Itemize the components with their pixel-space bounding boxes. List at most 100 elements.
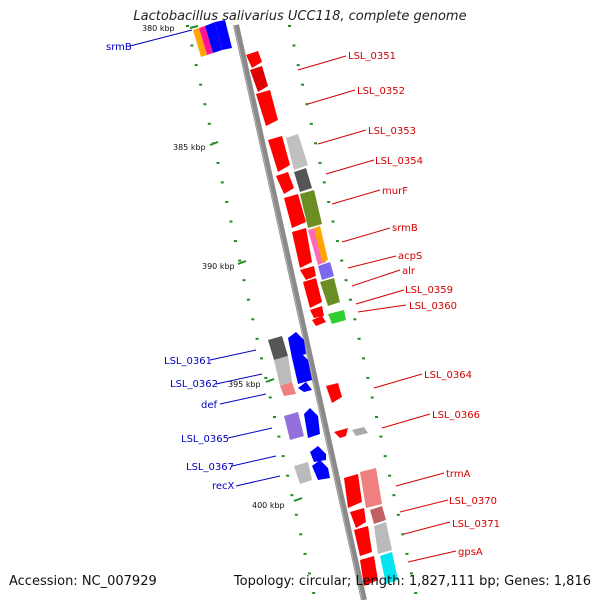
- ring-tick-mark: [396, 513, 400, 516]
- ring-tick-mark: [277, 435, 281, 438]
- gene-label-LSL_0371: LSL_0371: [452, 519, 500, 530]
- ring-tick-mark: [307, 572, 311, 575]
- gene-block-srmB-top[interactable]: [193, 20, 232, 57]
- ring-tick-mark: [331, 220, 335, 223]
- gene-label-LSL_0364: LSL_0364: [424, 370, 472, 381]
- ring-tick-mark: [309, 122, 313, 125]
- gene-label-LSL_0353: LSL_0353: [368, 126, 416, 137]
- ring-tick-mark: [370, 396, 374, 399]
- gene-label-LSL_0367: LSL_0367: [186, 462, 234, 473]
- ring-tick-mark: [225, 201, 229, 203]
- forward-genes[interactable]: [246, 51, 378, 586]
- gene-label-LSL_0366: LSL_0366: [432, 410, 480, 421]
- ring-tick-mark: [340, 259, 344, 262]
- ring-tick-mark: [305, 103, 309, 106]
- ring-tick-mark: [414, 592, 418, 594]
- ring-tick-mark: [379, 435, 383, 438]
- gene-label-LSL_0362: LSL_0362: [170, 379, 218, 390]
- gene-label-acpS: acpS: [398, 251, 422, 262]
- gene-label-def: def: [201, 400, 218, 411]
- gene-label-trmA: trmA: [446, 469, 471, 480]
- ring-tick-mark: [233, 240, 237, 243]
- ring-tick-mark: [264, 376, 268, 379]
- ring-tick-mark: [357, 337, 361, 340]
- ring-tick-mark: [327, 201, 331, 203]
- reverse-gene-labels[interactable]: srmB LSL_0361 LSL_0362 def LSL_0365 LSL_…: [106, 42, 235, 492]
- ring-tick-mark: [229, 220, 233, 223]
- ring-tick-mark: [286, 474, 290, 477]
- ring-tick-mark: [216, 161, 220, 164]
- ring-tick-mark: [366, 376, 370, 379]
- leader-lines: [129, 29, 457, 563]
- genome-stats-text: Topology: circular; Length: 1,827,111 bp…: [233, 574, 591, 589]
- ring-tick-mark: [409, 572, 413, 575]
- gene-label-LSL_0370: LSL_0370: [449, 496, 497, 507]
- ring-tick-mark: [388, 474, 392, 477]
- ring-tick-mark: [281, 455, 285, 458]
- gene-label-LSL_0359: LSL_0359: [405, 285, 453, 296]
- ring-tick-mark: [294, 513, 298, 516]
- accession-text: Accession: NC_007929: [9, 574, 157, 589]
- ring-ticks: [186, 25, 418, 594]
- ring-tick-mark: [268, 396, 272, 399]
- reverse-genes[interactable]: [268, 332, 330, 484]
- ring-tick-mark: [301, 83, 305, 86]
- ring-tick-mark: [362, 357, 365, 360]
- ring-tick-mark: [292, 44, 296, 47]
- ring-tick-mark: [186, 25, 189, 27]
- gene-label-LSL_0361: LSL_0361: [164, 356, 212, 367]
- ring-tick-mark: [303, 552, 307, 555]
- ring-tick-mark: [299, 533, 303, 536]
- ring-tick-mark: [251, 318, 255, 321]
- ring-tick-mark: [401, 533, 405, 536]
- gene-label-LSL_0352: LSL_0352: [357, 86, 405, 97]
- gene-label-murF: murF: [382, 186, 408, 197]
- ring-tick-mark: [348, 298, 352, 301]
- ring-tick-mark: [207, 122, 211, 125]
- ring-tick-mark: [260, 357, 263, 360]
- gene-label-LSL_0365: LSL_0365: [181, 434, 229, 445]
- ring-tick-mark: [296, 64, 300, 67]
- ring-tick-mark: [344, 279, 348, 282]
- ring-tick-mark: [220, 181, 224, 184]
- ring-tick-mark: [375, 416, 378, 418]
- tick-label-385: 385 kbp: [173, 143, 206, 152]
- forward-partner-genes[interactable]: [286, 134, 398, 584]
- kbp-scale: 380 kbp 385 kbp 390 kbp 395 kbp 400 kbp: [142, 24, 303, 510]
- tick-label-390: 390 kbp: [202, 262, 235, 271]
- tick-label-380: 380 kbp: [142, 24, 175, 33]
- ring-tick-mark: [290, 494, 294, 497]
- ring-tick-mark: [392, 494, 396, 497]
- tick-label-395: 395 kbp: [228, 380, 261, 389]
- ring-tick-mark: [255, 337, 259, 340]
- gene-label-alr: alr: [402, 266, 416, 277]
- ring-tick-mark: [288, 25, 291, 27]
- tick-label-400: 400 kbp: [252, 501, 285, 510]
- ring-tick-mark: [318, 161, 322, 164]
- ring-tick-mark: [273, 416, 276, 418]
- forward-gene-labels[interactable]: LSL_0351 LSL_0352 LSL_0353 LSL_0354 murF…: [348, 51, 500, 558]
- ring-tick-mark: [238, 259, 242, 262]
- ring-tick-mark: [242, 279, 246, 282]
- ring-tick-mark: [312, 592, 316, 594]
- ring-tick-mark: [353, 318, 357, 321]
- ring-tick-mark: [194, 64, 198, 67]
- genome-backbone: [233, 24, 367, 600]
- ring-tick-mark: [335, 240, 339, 243]
- gene-label-srmB: srmB: [392, 223, 418, 234]
- gene-label-srmB-reverse: srmB: [106, 42, 132, 53]
- ring-tick-mark: [190, 44, 194, 47]
- map-title: Lactobacillus salivarius UCC118, complet…: [133, 9, 467, 24]
- gene-label-LSL_0360: LSL_0360: [409, 301, 457, 312]
- ring-tick-mark: [314, 142, 318, 145]
- ring-tick-mark: [246, 298, 250, 301]
- ring-tick-mark: [383, 455, 387, 458]
- gene-label-gpsA: gpsA: [458, 547, 483, 558]
- ring-tick-mark: [203, 103, 207, 106]
- ring-tick-mark: [322, 181, 326, 184]
- gene-label-LSL_0354: LSL_0354: [375, 156, 423, 167]
- gene-label-recX: recX: [212, 481, 235, 492]
- ring-tick-mark: [405, 552, 409, 555]
- gene-label-LSL_0351: LSL_0351: [348, 51, 396, 62]
